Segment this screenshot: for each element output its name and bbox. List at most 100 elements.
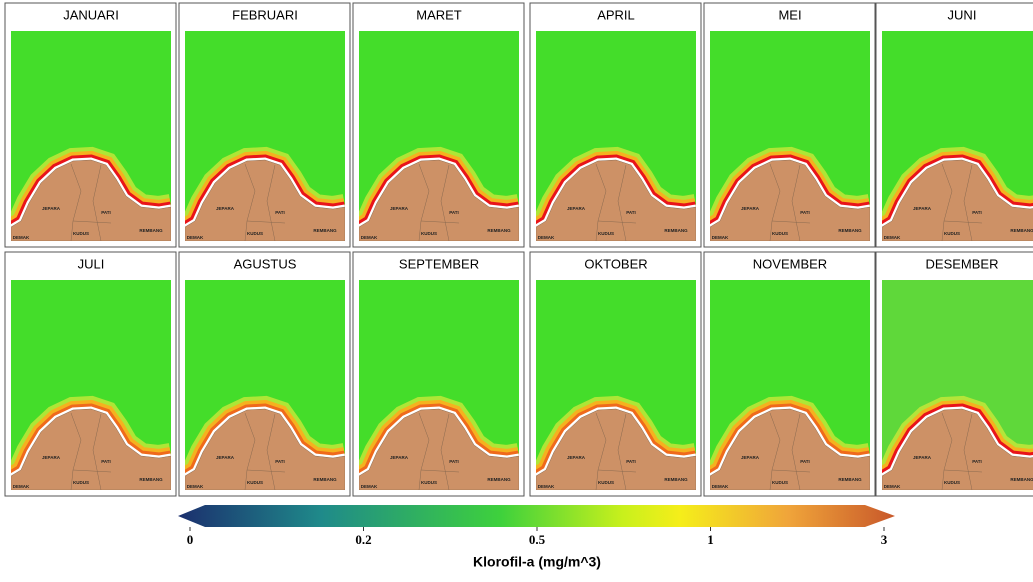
place-label: REMBANG [838, 228, 862, 233]
place-label: JEPARA [390, 206, 409, 211]
place-label: KUDUS [772, 480, 788, 485]
place-label: PATI [275, 459, 285, 464]
place-label: PATI [449, 210, 459, 215]
map-area: JEPARA PATI KUDUS DEMAK REMBANG [882, 31, 1033, 241]
place-label: PATI [972, 459, 982, 464]
colorbar-tick-label: 0 [187, 532, 194, 547]
land [536, 408, 696, 490]
place-label: KUDUS [421, 231, 437, 236]
map-panel: SEPTEMBER JEPARA PATI KUDUS DEMAK REMBANG [352, 251, 525, 497]
map-panel: FEBRUARI JEPARA PATI KUDUS DEMAK REMBANG [178, 2, 351, 248]
panel-title: MEI [778, 7, 801, 22]
colorbar: Klorofil-a (mg/m^3) 0 0.2 0.5 1 3 [178, 505, 895, 570]
map-area: JEPARA PATI KUDUS DEMAK REMBANG [710, 280, 870, 490]
place-label: JEPARA [913, 206, 932, 211]
map-area: JEPARA PATI KUDUS DEMAK REMBANG [359, 280, 519, 490]
place-label: DEMAK [187, 484, 204, 489]
place-label: PATI [800, 210, 810, 215]
map-area: JEPARA PATI KUDUS DEMAK REMBANG [185, 31, 345, 241]
map-panel: JULI JEPARA PATI KUDUS DEMAK REMBANG [4, 251, 177, 497]
place-label: PATI [972, 210, 982, 215]
panel-title: JULI [78, 256, 105, 271]
map-panel: AGUSTUS JEPARA PATI KUDUS DEMAK REMBANG [178, 251, 351, 497]
place-label: PATI [626, 210, 636, 215]
place-label: REMBANG [139, 228, 163, 233]
panel-title: NOVEMBER [753, 256, 827, 271]
place-label: PATI [101, 210, 111, 215]
border [941, 163, 983, 241]
map-area: JEPARA PATI KUDUS DEMAK REMBANG [359, 31, 519, 241]
place-label: KUDUS [772, 231, 788, 236]
place-label: KUDUS [421, 480, 437, 485]
place-label: DEMAK [884, 484, 901, 489]
land [185, 408, 345, 490]
land [359, 159, 519, 241]
place-label: PATI [101, 459, 111, 464]
place-label: DEMAK [538, 235, 555, 240]
place-label: DEMAK [884, 235, 901, 240]
land [882, 408, 1033, 490]
place-label: JEPARA [913, 455, 932, 460]
land [359, 408, 519, 490]
place-label: KUDUS [944, 231, 960, 236]
map-panel: APRIL JEPARA PATI KUDUS DEMAK REMBANG [529, 2, 702, 248]
map-area: JEPARA PATI KUDUS DEMAK REMBANG [710, 31, 870, 241]
place-label: REMBANG [1010, 477, 1033, 482]
place-label: KUDUS [247, 480, 263, 485]
place-label: JEPARA [42, 206, 61, 211]
border [769, 412, 811, 490]
place-label: JEPARA [390, 455, 409, 460]
map-area: JEPARA PATI KUDUS DEMAK REMBANG [11, 280, 171, 490]
place-label: DEMAK [538, 484, 555, 489]
land [710, 159, 870, 241]
land [710, 408, 870, 490]
place-label: DEMAK [187, 235, 204, 240]
map-panel: JANUARI JEPARA PATI KUDUS DEMAK REMBANG [4, 2, 177, 248]
map-panel: MEI JEPARA PATI KUDUS DEMAK REMBANG [703, 2, 876, 248]
place-label: JEPARA [567, 206, 586, 211]
map-panel: OKTOBER JEPARA PATI KUDUS DEMAK REMBANG [529, 251, 702, 497]
place-label: KUDUS [598, 231, 614, 236]
border [769, 163, 811, 241]
land [536, 159, 696, 241]
map-panel: DESEMBER JEPARA PATI KUDUS DEMAK REMBANG [875, 251, 1033, 497]
panel-title: JUNI [948, 7, 977, 22]
map-area: JEPARA PATI KUDUS DEMAK REMBANG [882, 280, 1033, 490]
place-label: REMBANG [1010, 228, 1033, 233]
place-label: JEPARA [216, 455, 235, 460]
place-label: REMBANG [838, 477, 862, 482]
panel-title: DESEMBER [926, 256, 999, 271]
place-label: REMBANG [313, 477, 337, 482]
colorbar-ramp [178, 505, 895, 527]
place-label: DEMAK [13, 235, 30, 240]
place-label: JEPARA [567, 455, 586, 460]
panel-title: MARET [416, 7, 462, 22]
colorbar-label: Klorofil-a (mg/m^3) [473, 554, 601, 570]
border [595, 163, 637, 241]
map-panel: NOVEMBER JEPARA PATI KUDUS DEMAK REMBANG [703, 251, 876, 497]
place-label: REMBANG [139, 477, 163, 482]
place-label: KUDUS [73, 231, 89, 236]
place-label: DEMAK [13, 484, 30, 489]
place-label: JEPARA [216, 206, 235, 211]
colorbar-tick-label: 0.5 [529, 532, 546, 547]
border [70, 412, 112, 490]
map-area: JEPARA PATI KUDUS DEMAK REMBANG [536, 280, 696, 490]
place-label: PATI [800, 459, 810, 464]
place-label: KUDUS [944, 480, 960, 485]
panel-title: OKTOBER [584, 256, 647, 271]
border [244, 163, 286, 241]
place-label: REMBANG [487, 477, 511, 482]
place-label: PATI [626, 459, 636, 464]
land [185, 159, 345, 241]
panel-title: AGUSTUS [234, 256, 297, 271]
place-label: KUDUS [247, 231, 263, 236]
border [595, 412, 637, 490]
place-label: DEMAK [361, 235, 378, 240]
colorbar-tick-label: 3 [881, 532, 888, 547]
panel-title: APRIL [597, 7, 635, 22]
place-label: PATI [275, 210, 285, 215]
panel-title: JANUARI [63, 7, 119, 22]
colorbar-tick-label: 1 [707, 532, 714, 547]
